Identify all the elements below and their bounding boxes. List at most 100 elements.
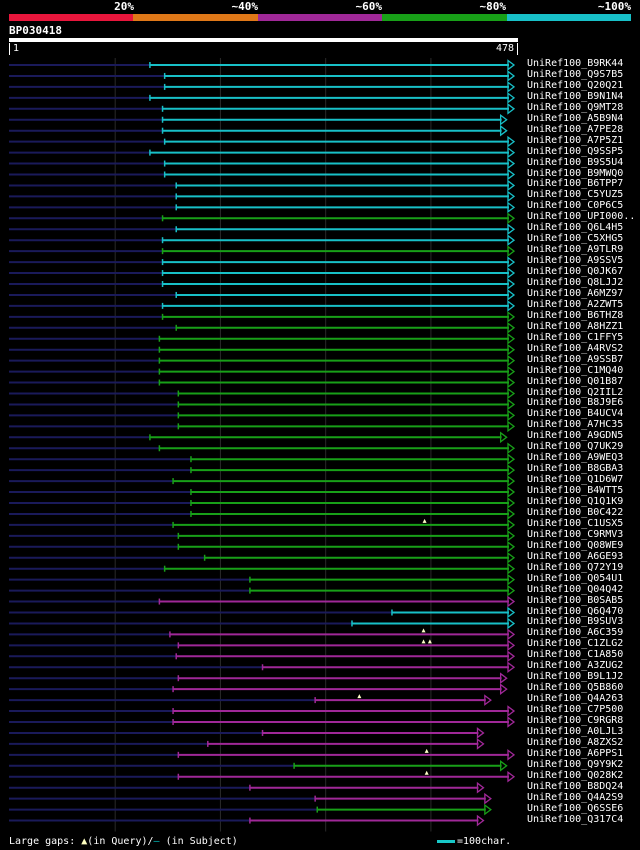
hit-label[interactable]: UniRef100_C9RGR8: [527, 715, 624, 726]
hit-label[interactable]: UniRef100_Q6SSE6: [527, 802, 624, 814]
hit-label[interactable]: UniRef100_Q7UK29: [527, 441, 624, 453]
hit-arrow-icon: [507, 376, 516, 389]
hit-arrow-icon: [476, 814, 485, 827]
hit-label[interactable]: UniRef100_Q6L4H5: [527, 222, 624, 234]
hit-label[interactable]: UniRef100_B9S5U4: [527, 156, 624, 168]
hit-label[interactable]: UniRef100_B0SAB5: [527, 594, 624, 606]
hit-label[interactable]: UniRef100_A0LJL3: [527, 725, 624, 737]
hit-arrow-icon: [507, 332, 516, 345]
hit-arrow-icon: [507, 540, 516, 553]
query-bar: [9, 38, 518, 42]
hit-label[interactable]: UniRef100_Q9Y9K2: [527, 758, 624, 770]
hit-label[interactable]: UniRef100_Q5B860: [527, 682, 624, 694]
hit-label[interactable]: UniRef100_B0C422: [527, 506, 624, 518]
hit-arrow-icon: [499, 431, 508, 444]
hit-label[interactable]: UniRef100_C5XHG5: [527, 233, 624, 245]
hit-label[interactable]: UniRef100_Q8LJJ2: [527, 277, 624, 288]
hit-arrow-icon: [507, 519, 516, 531]
hit-label[interactable]: UniRef100_Q1D6W7: [527, 474, 624, 486]
hit-label[interactable]: UniRef100_Q9MT28: [527, 101, 624, 113]
hit-label[interactable]: UniRef100_Q9S7B5: [527, 68, 624, 80]
hit-label[interactable]: UniRef100_UPI000..: [527, 211, 636, 223]
hit-label[interactable]: UniRef100_A4RVS2: [527, 342, 624, 354]
hit-label[interactable]: UniRef100_B8J9E6: [527, 397, 624, 409]
hit-arrow-icon: [507, 343, 516, 356]
hit-label[interactable]: UniRef100_Q20Q21: [527, 79, 624, 91]
hit-label[interactable]: UniRef100_Q0JK67: [527, 266, 624, 278]
hit-label[interactable]: UniRef100_Q4A2S9: [527, 791, 624, 803]
hit-label[interactable]: UniRef100_Q6Q470: [527, 605, 624, 617]
hit-label[interactable]: UniRef100_A6MZ97: [527, 287, 624, 299]
legend-label: ~40%: [231, 0, 259, 13]
hit-arrow-icon: [507, 595, 516, 608]
hit-label[interactable]: UniRef100_A8HZZ1: [527, 320, 624, 332]
hit-label[interactable]: UniRef100_C1USX5: [527, 517, 624, 529]
hit-arrow-icon: [507, 354, 516, 367]
hit-label[interactable]: UniRef100_Q72Y19: [527, 561, 624, 573]
hit-label[interactable]: UniRef100_A8ZXS2: [527, 736, 624, 748]
footer-in-subject: (in Subject): [159, 836, 238, 847]
hit-label[interactable]: UniRef100_C9RMV3: [527, 528, 624, 540]
hit-label[interactable]: UniRef100_A9TLR9: [527, 244, 624, 256]
hit-label[interactable]: UniRef100_A9WEQ3: [527, 452, 624, 464]
hit-label[interactable]: UniRef100_A9SSB7: [527, 353, 624, 365]
hit-label[interactable]: UniRef100_A3ZUG2: [527, 660, 624, 672]
hit-arrow-icon: [507, 453, 516, 466]
hit-arrow-icon: [507, 300, 516, 312]
hit-arrow-icon: [507, 92, 516, 104]
hit-label[interactable]: UniRef100_Q1Q1K9: [527, 496, 624, 507]
hit-label[interactable]: UniRef100_B6TPP7: [527, 178, 624, 190]
hit-label[interactable]: UniRef100_A9GDN5: [527, 430, 624, 442]
hit-label[interactable]: UniRef100_C1MQ40: [527, 364, 624, 376]
hit-label[interactable]: UniRef100_B4WTT5: [527, 485, 624, 497]
hit-label[interactable]: UniRef100_C1FFY5: [527, 331, 624, 343]
hit-arrow-icon: [499, 672, 508, 685]
hit-label[interactable]: UniRef100_B8GBA3: [527, 463, 624, 475]
hit-label[interactable]: UniRef100_B9RK44: [527, 58, 624, 69]
hit-label[interactable]: UniRef100_Q08WE9: [527, 539, 624, 551]
hit-label[interactable]: UniRef100_B9SUV3: [527, 616, 624, 628]
hit-label[interactable]: UniRef100_C0P6C5: [527, 200, 624, 212]
hit-arrow-icon: [507, 617, 516, 630]
hit-label[interactable]: UniRef100_A7PE28: [527, 123, 624, 135]
hit-label[interactable]: UniRef100_A7P5Z1: [527, 134, 624, 146]
hit-label[interactable]: UniRef100_B8DQ24: [527, 780, 624, 792]
hit-label[interactable]: UniRef100_A6GE93: [527, 550, 624, 562]
hit-label[interactable]: UniRef100_A6PPS1: [527, 747, 624, 759]
hit-label[interactable]: UniRef100_B6THZ8: [527, 309, 624, 321]
hit-label[interactable]: UniRef100_Q2IIL2: [527, 386, 624, 398]
hit-label[interactable]: UniRef100_A7HC35: [527, 419, 624, 431]
hit-label[interactable]: UniRef100_Q4A263: [527, 693, 624, 705]
hit-label[interactable]: UniRef100_A2ZWT5: [527, 298, 624, 310]
hit-label[interactable]: UniRef100_C1ZLG2: [527, 638, 624, 650]
hit-arrow-icon: [507, 146, 516, 159]
hit-arrow-icon: [507, 650, 516, 663]
query-gap-marker-icon: [427, 639, 432, 644]
hit-label[interactable]: UniRef100_Q04Q42: [527, 583, 624, 595]
hit-arrow-icon: [507, 409, 516, 422]
footer-prefix: Large gaps:: [9, 836, 76, 847]
hit-label[interactable]: UniRef100_Q317C4: [527, 813, 624, 825]
hit-arrow-icon: [476, 781, 485, 794]
hit-label[interactable]: UniRef100_A6C359: [527, 627, 624, 639]
hit-label[interactable]: UniRef100_Q01B87: [527, 375, 624, 387]
hit-label[interactable]: UniRef100_C5YUZ5: [527, 189, 624, 201]
hit-label[interactable]: UniRef100_A5B9N4: [527, 112, 624, 124]
hit-arrow-icon: [484, 803, 492, 816]
hit-label[interactable]: UniRef100_Q9SSP5: [527, 145, 624, 157]
query-ruler: 1 478: [9, 43, 518, 55]
hit-label[interactable]: UniRef100_B4UCV4: [527, 408, 624, 420]
hit-label[interactable]: UniRef100_C7P500: [527, 704, 624, 716]
hit-arrow-icon: [507, 573, 516, 586]
hit-label[interactable]: UniRef100_B9L1J2: [527, 671, 624, 683]
hit-label[interactable]: UniRef100_B9MWQ0: [527, 167, 624, 179]
hit-arrow-icon: [507, 278, 516, 290]
hit-label[interactable]: UniRef100_Q054U1: [527, 572, 624, 584]
hit-label[interactable]: UniRef100_C1A850: [527, 649, 624, 661]
hit-arrow-icon: [507, 157, 516, 170]
hit-label[interactable]: UniRef100_A9SSV5: [527, 255, 624, 267]
legend-label: ~80%: [479, 0, 507, 13]
hit-label[interactable]: UniRef100_Q028K2: [527, 769, 624, 781]
hit-label[interactable]: UniRef100_B9N1N4: [527, 90, 624, 102]
